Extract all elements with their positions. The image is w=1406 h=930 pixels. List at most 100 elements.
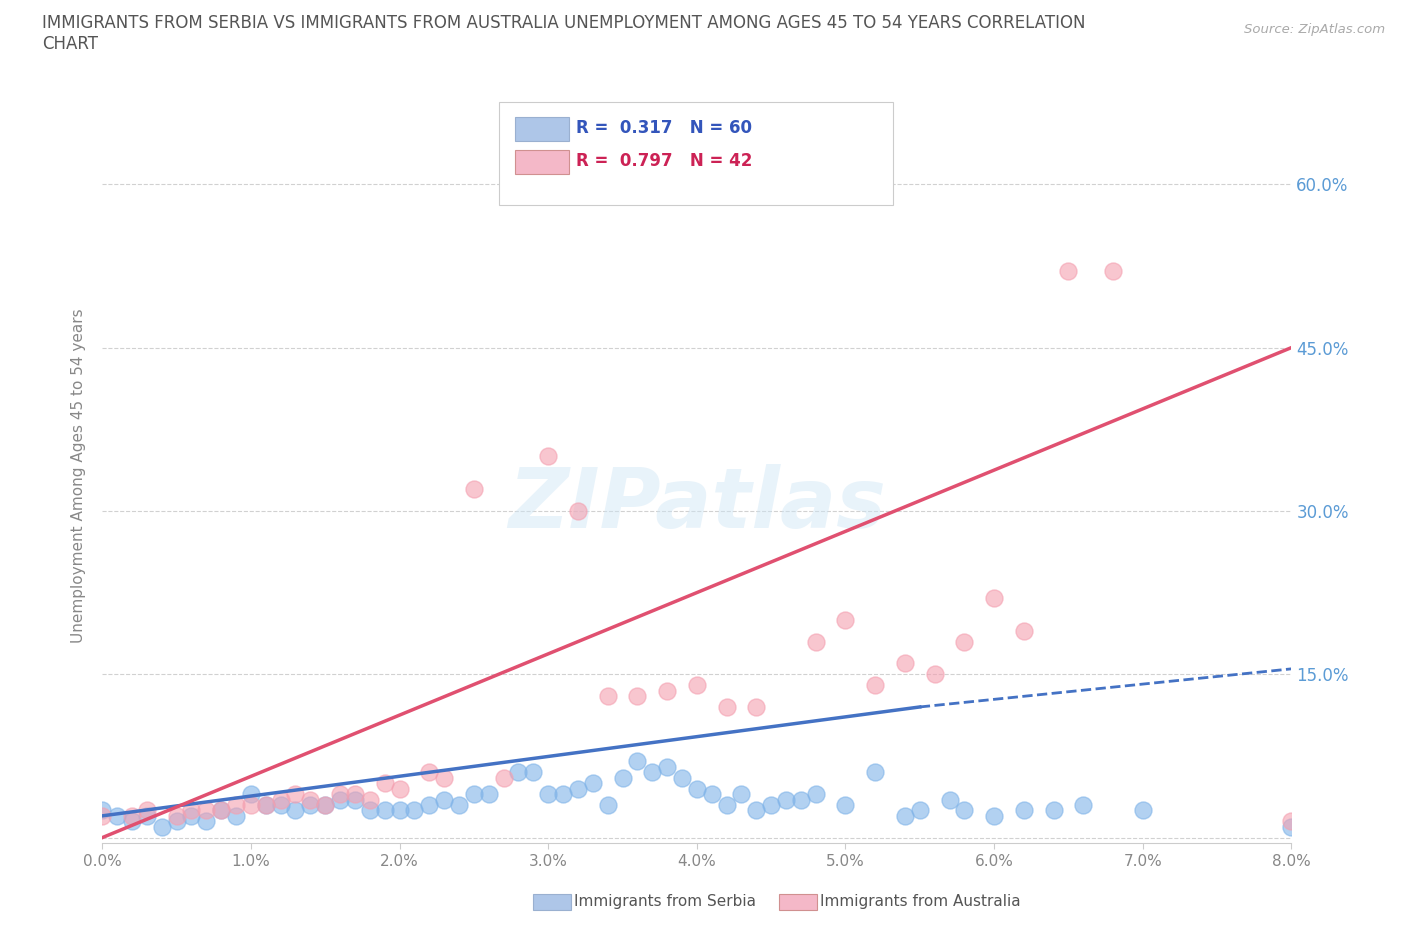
Text: R =  0.797   N = 42: R = 0.797 N = 42 [576, 152, 752, 170]
Point [671, 770, 693, 785]
Text: Immigrants from Serbia: Immigrants from Serbia [574, 894, 755, 909]
Point [195, 803, 218, 817]
Point [537, 449, 560, 464]
Point [91, 808, 114, 823]
Point [537, 787, 560, 802]
Point [329, 787, 352, 802]
Point [834, 798, 856, 813]
Point [655, 760, 678, 775]
Point [1042, 803, 1064, 817]
Point [180, 808, 202, 823]
Point [596, 798, 619, 813]
Point [953, 803, 976, 817]
Point [745, 803, 768, 817]
Point [626, 688, 648, 703]
Point [433, 770, 456, 785]
Point [730, 787, 752, 802]
Point [150, 819, 173, 834]
Text: Immigrants from Australia: Immigrants from Australia [820, 894, 1021, 909]
Point [1102, 264, 1125, 279]
Point [166, 814, 188, 829]
Point [374, 776, 396, 790]
Point [686, 781, 709, 796]
Point [195, 814, 218, 829]
Point [567, 781, 589, 796]
Point [700, 787, 723, 802]
Point [1281, 819, 1303, 834]
Point [374, 803, 396, 817]
Point [1012, 803, 1035, 817]
Point [388, 803, 411, 817]
Point [938, 792, 960, 807]
Point [418, 798, 440, 813]
Point [983, 591, 1005, 605]
Point [1073, 798, 1095, 813]
Point [804, 634, 827, 649]
Point [522, 764, 544, 779]
Point [759, 798, 782, 813]
Point [239, 798, 262, 813]
Point [270, 798, 292, 813]
Point [551, 787, 574, 802]
Point [1132, 803, 1154, 817]
Point [329, 792, 352, 807]
Point [567, 503, 589, 518]
Point [180, 803, 202, 817]
Point [612, 770, 634, 785]
Point [894, 808, 917, 823]
Point [314, 798, 336, 813]
Point [1057, 264, 1080, 279]
Point [91, 803, 114, 817]
Point [121, 808, 143, 823]
Point [463, 482, 485, 497]
Point [924, 667, 946, 682]
Point [596, 688, 619, 703]
Point [582, 776, 605, 790]
Point [359, 792, 381, 807]
Point [135, 803, 157, 817]
Point [716, 699, 738, 714]
Point [775, 792, 797, 807]
Point [418, 764, 440, 779]
Point [270, 792, 292, 807]
Point [254, 798, 277, 813]
Point [166, 808, 188, 823]
Text: Source: ZipAtlas.com: Source: ZipAtlas.com [1244, 23, 1385, 36]
Y-axis label: Unemployment Among Ages 45 to 54 years: Unemployment Among Ages 45 to 54 years [72, 308, 86, 643]
Point [388, 781, 411, 796]
Point [1281, 814, 1303, 829]
Point [121, 814, 143, 829]
Point [686, 678, 709, 693]
Point [433, 792, 456, 807]
Point [209, 803, 232, 817]
Point [284, 787, 307, 802]
Point [953, 634, 976, 649]
Point [508, 764, 530, 779]
Point [447, 798, 470, 813]
Point [863, 764, 886, 779]
Point [641, 764, 664, 779]
Text: ZIPatlas: ZIPatlas [508, 464, 886, 545]
Point [314, 798, 336, 813]
Point [105, 808, 128, 823]
Point [790, 792, 813, 807]
Point [478, 787, 501, 802]
Point [254, 798, 277, 813]
Point [745, 699, 768, 714]
Point [343, 792, 366, 807]
Text: IMMIGRANTS FROM SERBIA VS IMMIGRANTS FROM AUSTRALIA UNEMPLOYMENT AMONG AGES 45 T: IMMIGRANTS FROM SERBIA VS IMMIGRANTS FRO… [42, 14, 1085, 32]
Point [626, 754, 648, 769]
Point [908, 803, 931, 817]
Point [463, 787, 485, 802]
Point [225, 798, 247, 813]
Point [299, 798, 322, 813]
Point [492, 770, 515, 785]
Point [209, 803, 232, 817]
Point [359, 803, 381, 817]
Point [343, 787, 366, 802]
Point [404, 803, 426, 817]
Point [1012, 623, 1035, 638]
Point [716, 798, 738, 813]
Point [284, 803, 307, 817]
Point [894, 656, 917, 671]
